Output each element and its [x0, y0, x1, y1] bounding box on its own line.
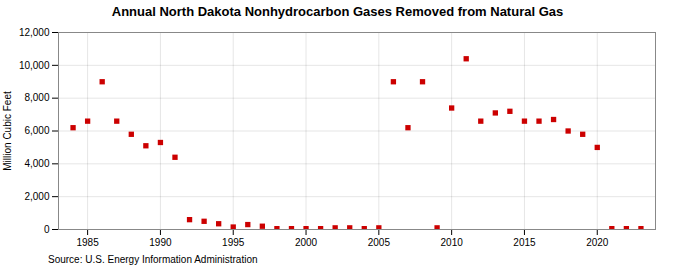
svg-text:1985: 1985	[76, 237, 99, 248]
svg-text:0: 0	[44, 224, 50, 235]
svg-text:2000: 2000	[295, 237, 318, 248]
svg-text:2005: 2005	[368, 237, 391, 248]
svg-text:2015: 2015	[513, 237, 536, 248]
html-text:Source: U.S. Energy Informatio: Source: U.S. Energy Information Administ…	[48, 254, 258, 265]
html-text:Annual North Dakota Nonhydroca: Annual North Dakota Nonhydrocarbon Gases…	[111, 4, 564, 19]
svg-text:2,000: 2,000	[24, 191, 49, 202]
svg-text:8,000: 8,000	[24, 92, 49, 103]
svg-text:10,000: 10,000	[19, 60, 50, 71]
svg-text:1995: 1995	[222, 237, 245, 248]
svg-text:6,000: 6,000	[24, 125, 49, 136]
svg-text:1990: 1990	[149, 237, 172, 248]
svg-text:12,000: 12,000	[19, 27, 50, 38]
svg-text:2020: 2020	[586, 237, 609, 248]
svg-text:Million Cubic Feet: Million Cubic Feet	[2, 91, 13, 171]
svg-text:2010: 2010	[441, 237, 464, 248]
svg-text:4,000: 4,000	[24, 158, 49, 169]
